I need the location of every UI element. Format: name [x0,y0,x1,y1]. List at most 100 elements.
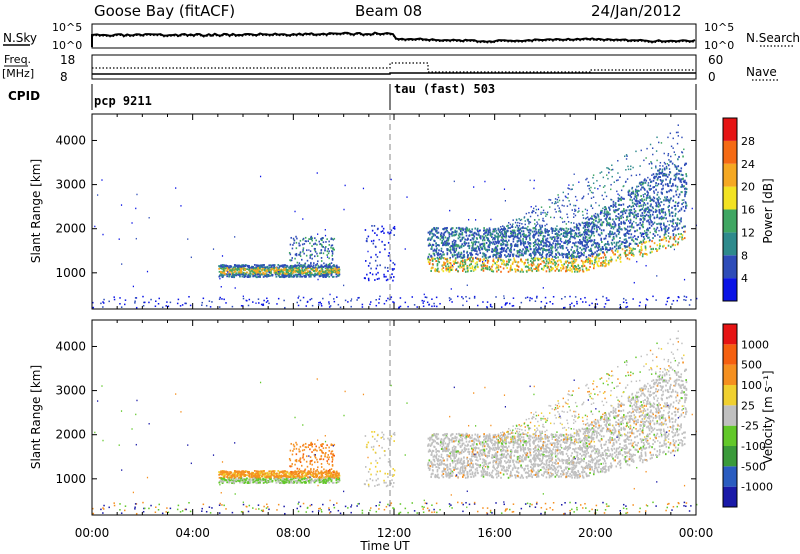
range-gate-cell [574,195,577,198]
range-gate-cell [520,258,522,261]
range-gate-cell [451,264,454,267]
range-gate-cell [187,238,189,240]
range-gate-cell [433,233,435,236]
range-gate-cell [475,247,478,250]
range-gate-cell [655,210,657,213]
range-gate-cell [455,227,458,230]
range-gate-cell [573,222,575,224]
range-gate-cell [601,233,603,235]
nave-label: Nave [746,65,777,79]
range-gate-cell [374,245,377,248]
range-gate-cell [551,230,554,233]
range-gate-cell [569,303,571,306]
range-gate-cell [675,166,678,169]
range-gate-cell [658,247,661,250]
range-gate-cell [674,222,677,224]
range-gate-cell [524,503,527,505]
range-gate-cell [484,264,487,267]
range-gate-cell [154,511,157,514]
range-gate-cell [545,260,548,263]
range-gate-cell [605,207,607,210]
range-gate-cell [296,261,299,264]
range-gate-cell [392,301,394,303]
range-gate-cell [449,250,451,253]
range-gate-cell [488,266,491,269]
range-gate-cell [474,262,477,265]
range-gate-cell [613,237,615,240]
range-gate-cell [483,233,485,236]
range-gate-cell [574,232,576,235]
range-gate-cell [568,231,571,234]
range-gate-cell [533,243,536,246]
range-gate-cell [142,501,144,504]
range-gate-cell [393,263,396,266]
range-gate-cell [502,225,504,227]
range-gate-cell [175,187,177,189]
range-gate-cell [514,229,516,232]
range-gate-cell [654,230,656,233]
range-gate-cell [148,217,150,219]
range-gate-cell [335,264,338,267]
range-gate-cell [445,241,448,244]
range-gate-cell [248,267,251,270]
range-gate-cell [119,509,121,511]
range-gate-cell [505,243,507,246]
range-gate-cell [579,246,581,249]
range-gate-cell [596,250,598,253]
range-gate-cell [256,269,259,271]
cpid-program-pcp: pcp 9211 [94,94,152,108]
range-gate-cell [570,230,572,233]
range-gate-cell [103,504,105,507]
range-gate-cell [663,174,665,177]
range-gate-cell [588,221,590,224]
range-gate-cell [606,222,608,225]
range-gate-cell [324,267,327,270]
range-gate-cell [503,247,505,250]
range-gate-cell [337,272,340,275]
range-gate-cell [496,236,499,239]
range-gate-cell [436,244,439,246]
range-gate-cell [491,250,494,253]
range-gate-cell [517,249,519,252]
range-gate-cell [181,304,184,306]
range-gate-cell [337,269,339,271]
range-gate-cell [254,269,257,272]
range-gate-cell [498,240,501,243]
range-gate-cell [306,506,309,509]
range-gate-cell [564,232,567,235]
range-gate-cell [504,227,507,230]
range-gate-cell [672,222,675,225]
range-gate-cell [595,260,598,263]
range-gate-cell [446,252,449,255]
range-gate-cell [651,221,653,224]
range-gate-cell [683,505,685,507]
range-gate-cell [581,301,584,303]
range-gate-cell [413,510,416,512]
range-gate-cell [586,260,588,263]
range-gate-cell [437,252,440,255]
range-gate-cell [550,227,553,230]
range-gate-cell [605,263,607,266]
range-gate-cell [212,248,215,250]
range-gate-cell [242,511,244,513]
range-gate-cell [482,245,485,248]
range-gate-cell [666,506,669,509]
range-gate-cell [648,226,651,229]
range-gate-cell [593,214,595,217]
range-gate-cell [424,502,427,504]
range-gate-cell [357,503,359,505]
range-gate-cell [534,219,536,221]
range-gate-cell [641,223,644,226]
range-gate-cell [502,267,505,270]
range-gate-cell [615,247,618,250]
range-gate-cell [684,205,687,208]
range-gate-cell [299,299,302,302]
range-gate-cell [312,243,315,246]
range-gate-cell [515,264,518,267]
range-gate-cell [476,261,478,264]
range-gate-cell [347,507,349,509]
range-gate-cell [672,237,675,240]
range-gate-cell [504,240,507,243]
range-gate-cell [553,239,555,242]
